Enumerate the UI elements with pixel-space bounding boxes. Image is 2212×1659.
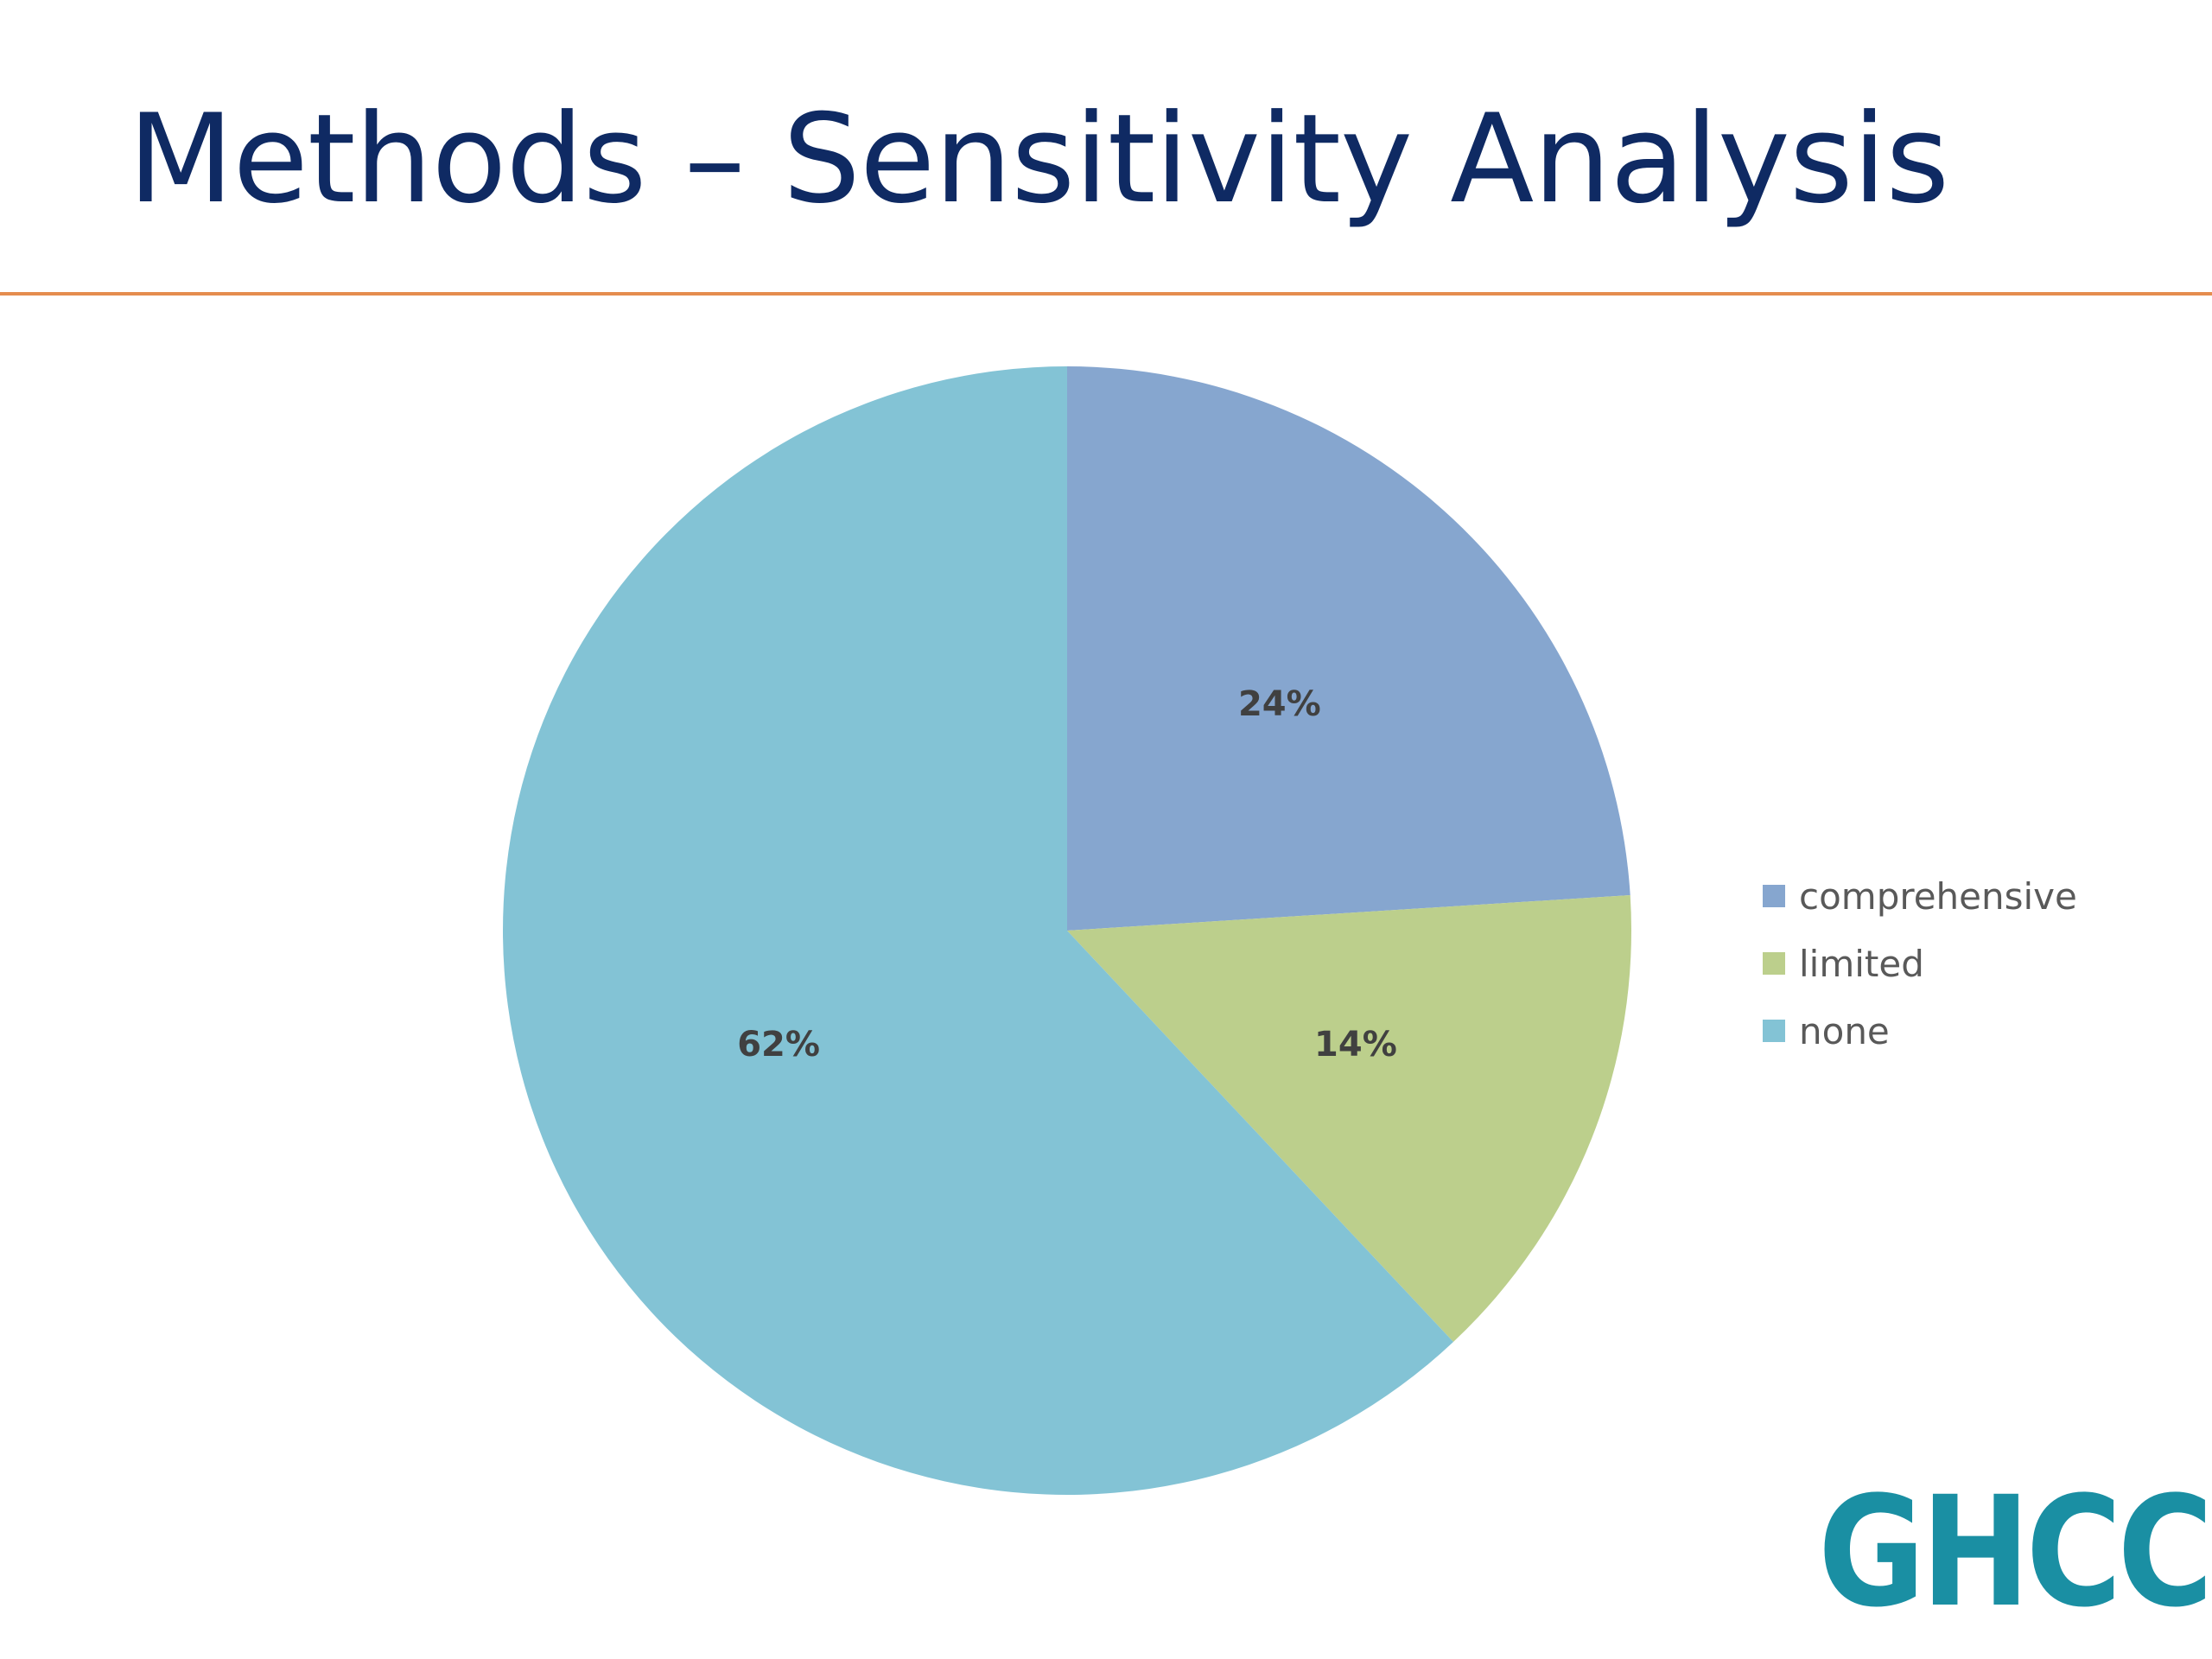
pie-slices <box>503 366 1631 1495</box>
pie-slice-comprehensive <box>1067 366 1630 931</box>
legend-item-none: none <box>1763 997 2077 1065</box>
legend-swatch-comprehensive <box>1763 885 1785 907</box>
legend-swatch-none <box>1763 1020 1785 1042</box>
pie-data-labels: 24% 14% 62% <box>737 684 1397 1065</box>
legend-label-comprehensive: comprehensive <box>1799 874 2077 918</box>
legend-swatch-limited <box>1763 952 1785 975</box>
legend-label-limited: limited <box>1799 942 1924 985</box>
slide-title: Methods – Sensitivity Analysis <box>128 88 1949 231</box>
data-label-comprehensive: 24% <box>1238 684 1321 724</box>
title-divider <box>0 292 2212 296</box>
chart-legend: comprehensive limited none <box>1763 862 2077 1065</box>
legend-item-limited: limited <box>1763 930 2077 997</box>
pie-slice-limited <box>1067 894 1631 1343</box>
data-label-none: 62% <box>737 1025 820 1065</box>
ghcc-logo: GHCC <box>1818 1464 2212 1641</box>
legend-label-none: none <box>1799 1009 1890 1052</box>
pie-slice-none <box>503 366 1454 1495</box>
legend-item-comprehensive: comprehensive <box>1763 862 2077 930</box>
data-label-limited: 14% <box>1314 1025 1397 1065</box>
ghcc-logo-text: GHCC <box>1818 1464 2212 1641</box>
